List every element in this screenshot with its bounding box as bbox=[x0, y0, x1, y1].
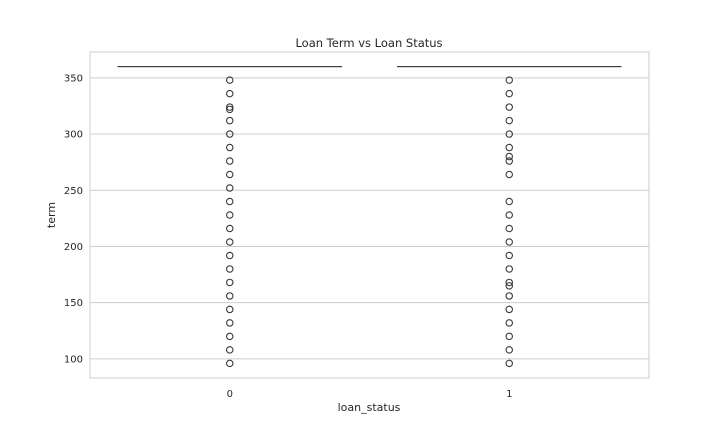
y-tick-label: 350 bbox=[64, 73, 83, 84]
outlier-point bbox=[505, 76, 513, 84]
outlier-point bbox=[226, 332, 234, 341]
chart-title: Loan Term vs Loan Status bbox=[295, 36, 442, 50]
outlier-point bbox=[505, 224, 513, 233]
x-tick-label: 1 bbox=[506, 389, 512, 400]
outlier-point bbox=[505, 238, 513, 246]
outlier-point bbox=[505, 278, 513, 287]
outlier-point bbox=[505, 305, 513, 314]
outlier-point bbox=[226, 76, 234, 84]
y-axis-ticks: 100 150 200 250 300 350 bbox=[64, 73, 83, 365]
y-tick-label: 300 bbox=[64, 130, 83, 141]
outlier-point bbox=[505, 116, 513, 125]
outlier-point bbox=[226, 224, 234, 233]
outlier-point bbox=[505, 332, 513, 341]
outlier-point bbox=[505, 89, 513, 98]
outlier-point bbox=[505, 197, 513, 206]
y-tick-label: 150 bbox=[64, 298, 83, 309]
outlier-point bbox=[226, 265, 234, 273]
outlier-point bbox=[505, 346, 513, 354]
outlier-point bbox=[226, 170, 234, 179]
box-group bbox=[396, 66, 622, 368]
outlier-point bbox=[226, 105, 234, 114]
x-axis-label: loan_status bbox=[338, 401, 401, 414]
outlier-point bbox=[505, 359, 513, 368]
outlier-point bbox=[505, 211, 513, 219]
outlier-point bbox=[226, 292, 234, 300]
outlier-point bbox=[226, 157, 234, 165]
outlier-point bbox=[226, 211, 234, 219]
outlier-point bbox=[226, 319, 234, 327]
box-groups bbox=[117, 66, 622, 368]
outlier-point bbox=[226, 278, 234, 287]
outlier-point bbox=[505, 157, 513, 165]
outlier-point bbox=[505, 251, 513, 260]
outlier-point bbox=[505, 130, 513, 138]
outlier-point bbox=[226, 346, 234, 354]
outlier-point bbox=[505, 103, 513, 111]
outlier-point bbox=[226, 251, 234, 260]
plot-frame bbox=[89, 51, 650, 379]
outlier-point bbox=[505, 152, 513, 161]
outlier-point bbox=[505, 282, 513, 290]
outlier-point bbox=[226, 143, 234, 152]
outlier-point bbox=[226, 359, 234, 368]
outlier-point bbox=[226, 197, 234, 206]
y-tick-label: 100 bbox=[64, 354, 83, 365]
outlier-point bbox=[505, 319, 513, 327]
y-tick-label: 200 bbox=[64, 242, 83, 253]
y-tick-label: 250 bbox=[64, 186, 83, 197]
outlier-point bbox=[505, 265, 513, 273]
x-tick-label: 0 bbox=[227, 389, 233, 400]
outlier-point bbox=[226, 103, 234, 111]
outlier-point bbox=[505, 170, 513, 179]
outlier-point bbox=[505, 143, 513, 152]
gridlines bbox=[90, 77, 649, 360]
outlier-point bbox=[226, 130, 234, 138]
outlier-point bbox=[226, 116, 234, 125]
y-axis-label: term bbox=[45, 202, 58, 228]
outlier-point bbox=[226, 184, 234, 192]
outlier-point bbox=[226, 238, 234, 246]
box-group bbox=[117, 66, 343, 368]
outlier-point bbox=[226, 89, 234, 98]
outlier-point bbox=[226, 305, 234, 314]
outlier-point bbox=[505, 292, 513, 300]
